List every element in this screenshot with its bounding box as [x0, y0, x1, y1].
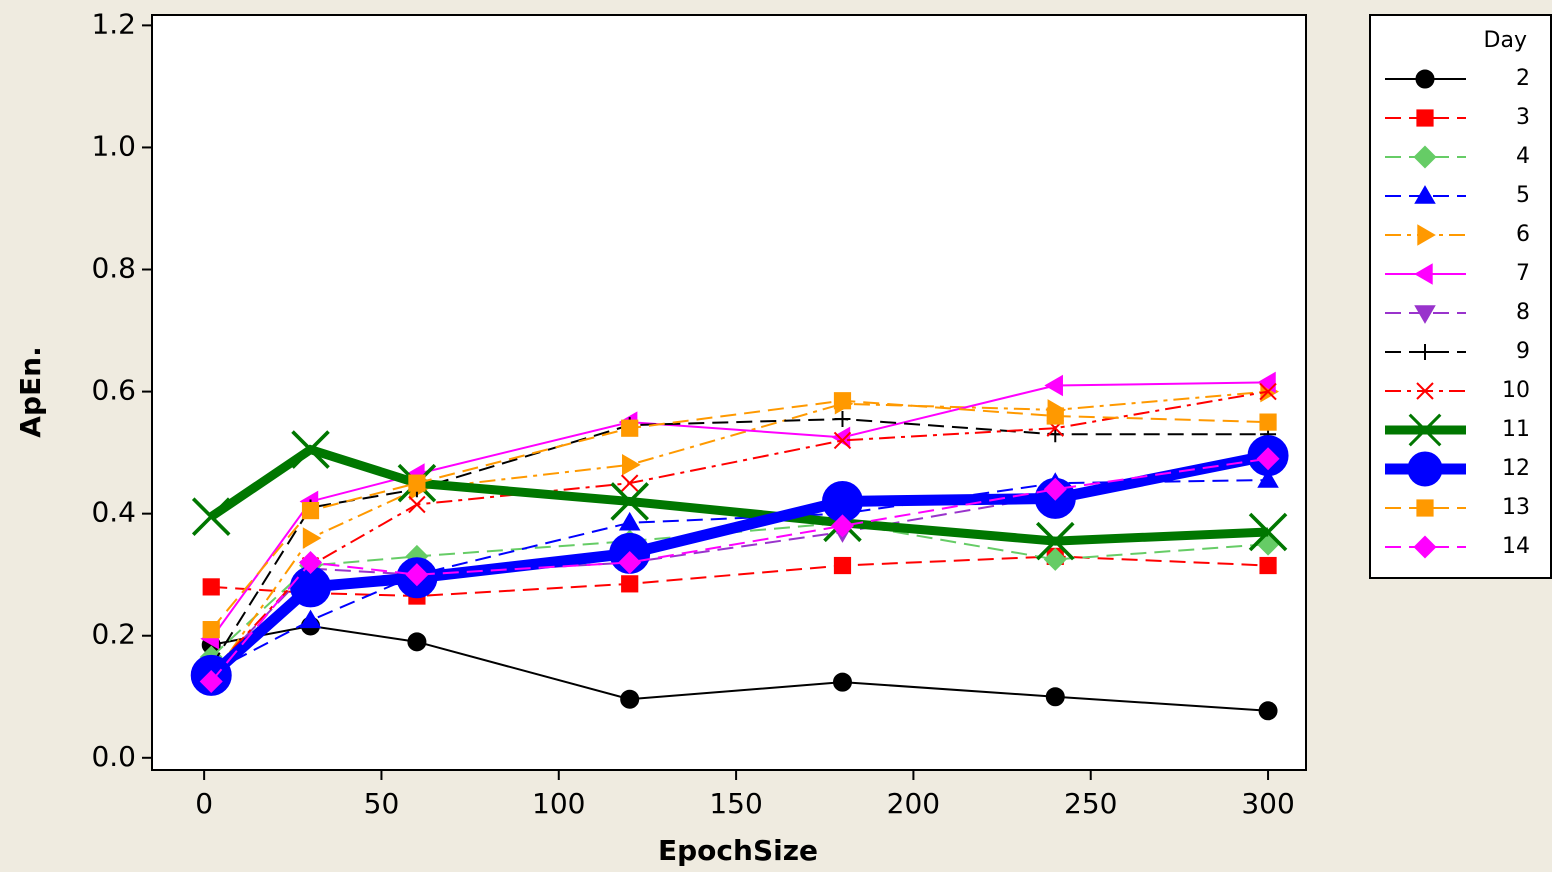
- y-axis-label: ApEn.: [14, 346, 47, 437]
- legend-label: 3: [1516, 105, 1530, 130]
- legend-marker: [1416, 499, 1434, 517]
- data-point: [621, 419, 639, 437]
- data-point: [834, 411, 851, 428]
- legend-label: 8: [1516, 300, 1530, 325]
- y-tick-label: 0.0: [91, 740, 136, 773]
- x-tick-label: 100: [532, 787, 585, 820]
- data-point: [620, 474, 639, 492]
- data-point: [620, 689, 640, 709]
- legend-label: 2: [1516, 66, 1530, 91]
- data-point: [1259, 556, 1277, 575]
- data-point: [407, 632, 427, 652]
- data-point: [833, 392, 852, 410]
- legend-label: 11: [1502, 417, 1530, 442]
- legend-marker: [1414, 185, 1436, 204]
- legend-label: 10: [1502, 378, 1530, 403]
- data-point: [1248, 512, 1288, 552]
- data-point: [408, 495, 426, 514]
- data-point: [408, 474, 426, 492]
- legend-marker: [1417, 224, 1436, 246]
- x-tick-label: 300: [1241, 787, 1294, 820]
- data-point: [299, 550, 323, 574]
- legend-marker: [1407, 451, 1443, 487]
- legend-label: 5: [1516, 183, 1530, 208]
- data-point: [202, 621, 220, 639]
- legend-marker: [1415, 69, 1435, 89]
- legend-marker: [1413, 535, 1437, 559]
- legend-marker: [1414, 263, 1433, 285]
- data-point: [832, 672, 852, 692]
- y-tick-label: 0.8: [91, 252, 136, 285]
- data-point: [1035, 521, 1075, 561]
- data-point: [1043, 477, 1067, 501]
- x-tick-label: 0: [195, 787, 213, 820]
- data-point: [1259, 413, 1277, 431]
- legend-marker: [1408, 413, 1442, 447]
- data-point: [618, 511, 641, 531]
- legend-label: 6: [1516, 222, 1530, 247]
- y-tick-label: 0.4: [91, 496, 136, 529]
- data-point: [191, 497, 231, 536]
- legend-marker: [1414, 305, 1436, 324]
- data-point: [1257, 469, 1279, 488]
- legend-marker: [1416, 109, 1434, 127]
- data-point: [1046, 407, 1064, 425]
- x-tick-label: 200: [887, 787, 940, 820]
- legend-label: 12: [1502, 456, 1530, 481]
- data-point: [833, 556, 852, 575]
- data-point: [302, 527, 322, 549]
- data-point: [1043, 547, 1067, 571]
- data-point: [1259, 382, 1277, 401]
- data-point: [299, 609, 322, 629]
- y-tick-label: 1.2: [91, 7, 136, 40]
- data-point: [833, 431, 852, 450]
- data-point: [618, 550, 642, 574]
- data-point: [301, 502, 320, 520]
- data-point: [1045, 687, 1065, 707]
- legend-label: 14: [1502, 534, 1530, 559]
- legend-box: [1369, 14, 1552, 579]
- legend-title: Day: [1484, 28, 1527, 53]
- legend-label: 7: [1516, 261, 1530, 286]
- legend-label: 4: [1516, 144, 1530, 169]
- legend-marker: [1417, 344, 1433, 360]
- data-point: [1044, 374, 1063, 397]
- y-tick-label: 0.2: [91, 618, 136, 651]
- data-point: [610, 482, 649, 521]
- x-tick-label: 150: [709, 787, 762, 820]
- plot-area: [151, 14, 1307, 771]
- data-point: [199, 669, 223, 694]
- legend-label: 13: [1502, 495, 1530, 520]
- y-tick-label: 0.6: [91, 374, 136, 407]
- y-tick-label: 1.0: [91, 129, 136, 162]
- x-tick-label: 50: [364, 787, 400, 820]
- legend-marker: [1416, 382, 1434, 400]
- x-axis-label: EpochSize: [658, 834, 818, 867]
- legend-marker: [1413, 145, 1437, 169]
- data-point: [202, 578, 220, 596]
- data-point: [622, 454, 641, 476]
- data-point: [621, 575, 639, 593]
- data-point: [291, 430, 330, 469]
- data-point: [1256, 447, 1280, 471]
- data-point: [1258, 701, 1278, 721]
- legend-label: 9: [1516, 339, 1530, 364]
- data-point: [830, 514, 854, 538]
- x-tick-label: 250: [1064, 787, 1117, 820]
- data-point: [405, 563, 429, 587]
